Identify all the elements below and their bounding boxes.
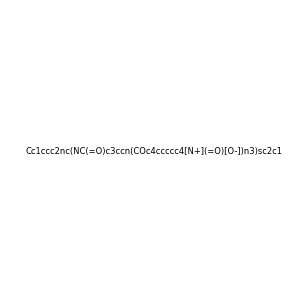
Text: Cc1ccc2nc(NC(=O)c3ccn(COc4ccccc4[N+](=O)[O-])n3)sc2c1: Cc1ccc2nc(NC(=O)c3ccn(COc4ccccc4[N+](=O)… <box>25 147 282 156</box>
